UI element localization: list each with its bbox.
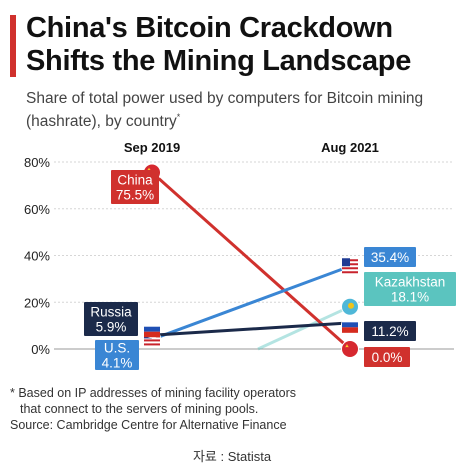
x-category-label: Aug 2021 [321, 140, 379, 155]
footnote-line-1: * Based on IP addresses of mining facili… [10, 386, 297, 400]
chart-subtitle: Share of total power used by computers f… [26, 89, 456, 131]
y-tick-label: 60% [24, 202, 50, 217]
x-category-label: Sep 2019 [124, 140, 180, 155]
label-us-start: U.S.4.1% [95, 340, 139, 371]
y-tick-label: 40% [24, 249, 50, 264]
y-tick-label: 80% [24, 155, 50, 170]
label-russia-end: 11.2% [364, 321, 416, 341]
data-label: 18.1% [391, 290, 429, 305]
data-label: 0.0% [372, 350, 403, 365]
subtitle-footnote-mark: * [176, 112, 181, 122]
flag-canton [342, 258, 350, 267]
label-box-bg [111, 170, 159, 204]
label-box-bg [84, 302, 138, 336]
data-label: 11.2% [371, 324, 408, 339]
label-box-bg [364, 321, 416, 341]
infographic-card: China's Bitcoin Crackdown Shifts the Min… [10, 12, 456, 432]
flag-stripe [342, 271, 358, 274]
slope-chart: 80% 60% 40% 20% 0% Sep 2019 Aug 2021 China75.5%… [24, 140, 456, 371]
flag-stripe [144, 339, 160, 342]
flag-stripe [342, 267, 358, 270]
y-tick-label: 0% [31, 342, 50, 357]
russia-flag-icon [341, 315, 359, 334]
label-box-bg [364, 247, 416, 267]
flag-field [342, 341, 358, 357]
label-box-bg [364, 272, 456, 306]
series-line-kazakhstan [257, 305, 351, 351]
flag-band-red [342, 327, 358, 333]
footnote-line-2: that connect to the servers of mining po… [20, 402, 259, 416]
label-us-end: 35.4% [364, 247, 416, 267]
series-line-china [151, 171, 351, 351]
flag-band-red [144, 331, 160, 338]
label-china-end: 0.0% [364, 347, 410, 367]
image-credit: 자료 : Statista [192, 449, 272, 464]
data-label: 35.4% [371, 250, 409, 265]
y-tick-label: 20% [24, 295, 50, 310]
flag-stripe [144, 343, 160, 346]
chart-title: China's Bitcoin Crackdown Shifts the Min… [26, 12, 412, 77]
flag-star [345, 344, 349, 348]
series-line-russia [151, 321, 351, 337]
footnote: * Based on IP addresses of mining facili… [10, 385, 450, 417]
data-label: 5.9% [96, 320, 127, 335]
kazakhstan-flag-icon [341, 297, 359, 316]
label-box-bg [364, 347, 410, 367]
data-label: China [117, 173, 153, 188]
china-flag-icon [341, 340, 359, 358]
flag-band-blue [144, 326, 160, 332]
data-label: 75.5% [116, 188, 154, 203]
data-label: Russia [90, 305, 132, 320]
us-flag-icon [341, 257, 359, 276]
flag-sun [348, 302, 354, 309]
data-label: 4.1% [102, 356, 133, 371]
label-box-bg [95, 340, 139, 370]
russia-flag-icon [143, 320, 161, 339]
data-label: U.S. [104, 341, 130, 356]
subtitle-text: Share of total power used by computers f… [26, 90, 424, 131]
source-note: Source: Cambridge Centre for Alternative… [10, 418, 287, 432]
data-label: Kazakhstan [375, 275, 446, 290]
flag-band-blue [342, 322, 358, 328]
series-line-u-s [151, 264, 351, 341]
title-accent-bar [10, 15, 16, 77]
